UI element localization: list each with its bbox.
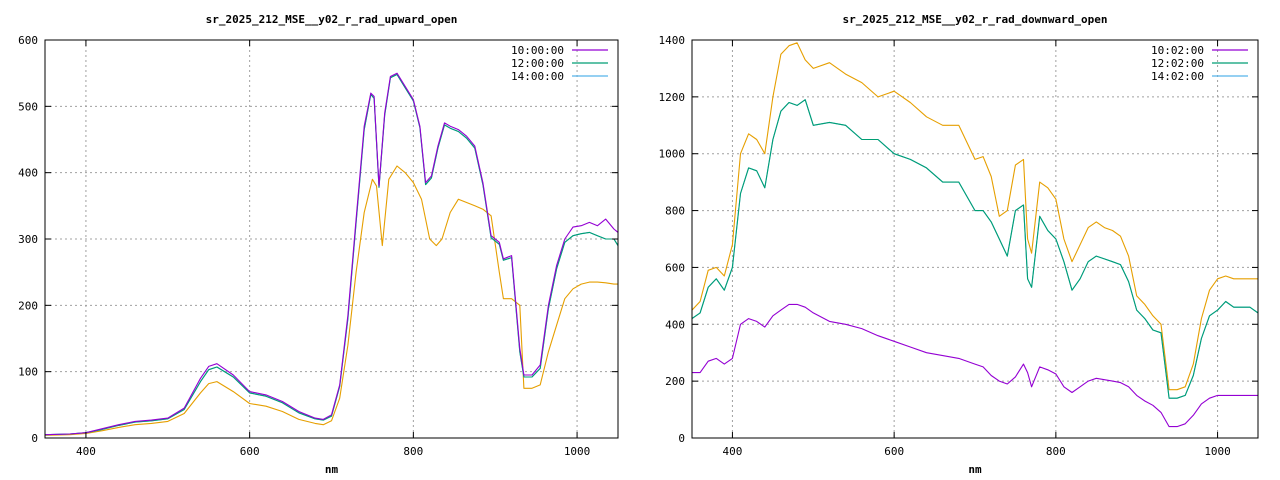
x-tick-label: 600 (240, 445, 260, 458)
y-tick-label: 200 (18, 299, 38, 312)
legend-label: 14:00:00 (511, 70, 564, 83)
x-tick-label: 400 (76, 445, 96, 458)
legend-label: 14:02:00 (1151, 70, 1204, 83)
y-tick-label: 300 (18, 233, 38, 246)
x-axis-label: nm (325, 463, 339, 476)
y-tick-label: 400 (18, 167, 38, 180)
chart-title: sr_2025_212_MSE__y02_r_rad_upward_open (206, 13, 458, 26)
series-line-3 (692, 99, 1258, 399)
y-tick-label: 1000 (659, 148, 686, 161)
legend-label: 10:00:00 (511, 44, 564, 57)
y-tick-label: 0 (678, 432, 685, 445)
y-tick-label: 200 (665, 375, 685, 388)
y-tick-label: 600 (665, 261, 685, 274)
x-axis-label: nm (968, 463, 982, 476)
legend-label: 10:02:00 (1151, 44, 1204, 57)
legend-label: 12:00:00 (511, 57, 564, 70)
series-line-2 (692, 99, 1258, 399)
chart-title: sr_2025_212_MSE__y02_r_rad_downward_open (843, 13, 1108, 26)
series-line-4 (692, 42, 1258, 391)
series-line-1 (45, 72, 618, 436)
plot-frame (691, 39, 1259, 439)
chart-panel-2: sr_2025_212_MSE__y02_r_rad_downward_open… (659, 13, 1259, 476)
y-tick-label: 0 (31, 432, 38, 445)
x-tick-label: 800 (1046, 445, 1066, 458)
x-tick-label: 400 (722, 445, 742, 458)
series-line-4 (45, 165, 618, 436)
y-tick-label: 500 (18, 100, 38, 113)
y-tick-label: 1400 (659, 34, 686, 47)
x-tick-label: 1000 (564, 445, 591, 458)
y-tick-label: 600 (18, 34, 38, 47)
legend-label: 12:02:00 (1151, 57, 1204, 70)
x-tick-label: 600 (884, 445, 904, 458)
series-line-1 (692, 303, 1258, 428)
chart-panel-1: sr_2025_212_MSE__y02_r_rad_upward_open 40… (18, 13, 619, 476)
x-tick-label: 800 (403, 445, 423, 458)
series-line-3 (45, 73, 618, 436)
x-tick-label: 1000 (1204, 445, 1231, 458)
series-line-2 (45, 73, 618, 436)
y-tick-label: 400 (665, 318, 685, 331)
y-tick-label: 1200 (659, 91, 686, 104)
y-tick-label: 800 (665, 205, 685, 218)
y-tick-label: 100 (18, 366, 38, 379)
